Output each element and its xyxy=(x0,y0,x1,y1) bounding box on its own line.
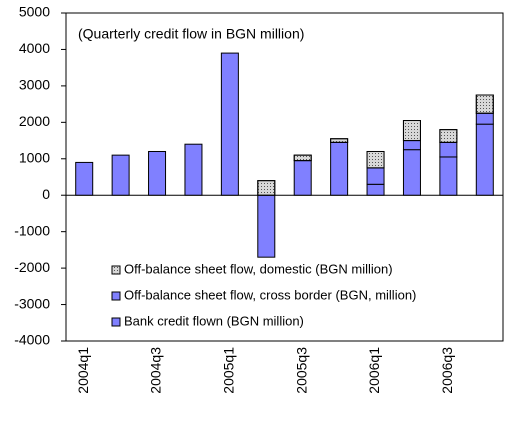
bar-segment xyxy=(330,141,349,196)
legend-swatch xyxy=(111,317,121,327)
y-tick-label: -2000 xyxy=(14,259,50,275)
y-tick-label: 2000 xyxy=(19,113,50,129)
bar-texture xyxy=(366,150,385,169)
legend-label: Off-balance sheet flow, domestic (BGN mi… xyxy=(124,261,393,276)
annotation: (Quarterly credit flow in BGN million) xyxy=(78,26,304,42)
x-tick-label: 2004q3 xyxy=(148,347,164,394)
y-tick-label: -1000 xyxy=(14,222,50,238)
bar-segment xyxy=(439,156,458,196)
y-tick-label: 5000 xyxy=(19,4,50,20)
bar-texture xyxy=(257,180,276,196)
bar-segment xyxy=(402,149,421,196)
bar-segment xyxy=(439,141,458,158)
y-tick-label: 0 xyxy=(42,186,50,202)
y-tick-label: 1000 xyxy=(19,149,50,165)
y-tick-label: 3000 xyxy=(19,77,50,93)
bar-texture xyxy=(293,154,312,162)
bar-segment xyxy=(257,194,276,258)
bar-texture xyxy=(402,120,421,142)
legend-label: Off-balance sheet flow, cross border (BG… xyxy=(124,287,416,302)
bar-segment xyxy=(366,183,385,196)
x-tick-label: 2005q3 xyxy=(293,347,309,394)
y-tick-label: -3000 xyxy=(14,295,50,311)
bar-texture xyxy=(475,94,494,114)
bar-segment xyxy=(366,167,385,185)
legend-swatch xyxy=(111,291,121,301)
bar-texture xyxy=(439,129,458,143)
legend-texture xyxy=(112,266,120,274)
bar-segment xyxy=(75,161,94,196)
legend-label: Bank credit flown (BGN million) xyxy=(124,313,304,328)
x-tick-label: 2006q3 xyxy=(439,347,455,394)
bar-texture xyxy=(330,138,349,143)
y-tick-label: -4000 xyxy=(14,332,50,348)
bar-segment xyxy=(402,140,421,151)
y-tick-label: 4000 xyxy=(19,40,50,56)
bar-segment xyxy=(184,143,203,196)
x-tick-label: 2006q1 xyxy=(366,347,382,394)
bar-segment xyxy=(220,52,239,196)
bar-segment xyxy=(293,160,312,196)
x-tick-label: 2004q1 xyxy=(75,347,91,394)
bar-segment xyxy=(111,154,130,196)
x-tick-label: 2005q1 xyxy=(221,347,237,394)
bar-segment xyxy=(148,150,167,196)
bar-segment xyxy=(475,112,494,125)
bar-segment xyxy=(475,123,494,196)
